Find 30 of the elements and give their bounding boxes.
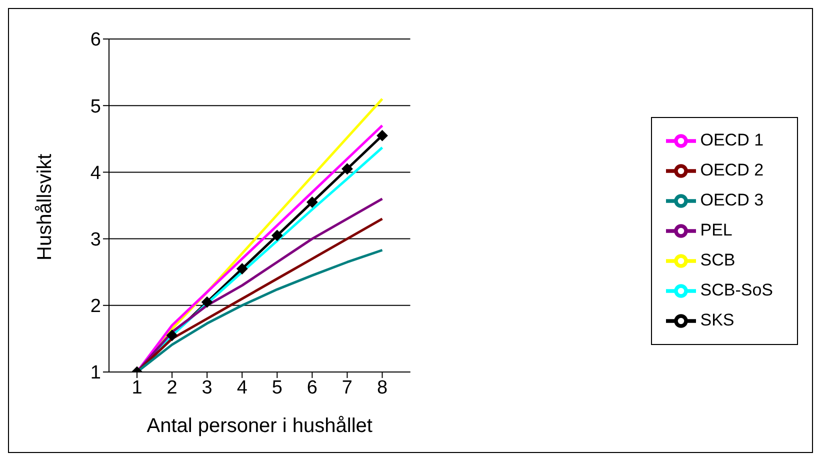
y-tick-label: 2 bbox=[90, 296, 101, 318]
y-tick-label: 1 bbox=[90, 362, 101, 384]
point bbox=[202, 296, 213, 308]
y-tick-label: 5 bbox=[90, 96, 101, 118]
x-axis-title: Antal personer i hushållet bbox=[146, 415, 373, 437]
point bbox=[166, 330, 178, 341]
legend-label: OECD 1 bbox=[700, 130, 764, 149]
x-tick-label: 1 bbox=[132, 377, 142, 398]
x-tick-label: 2 bbox=[166, 377, 178, 398]
x-tick-label: 3 bbox=[202, 377, 212, 398]
x-tick-label: 4 bbox=[236, 377, 248, 398]
y-tick-label: 4 bbox=[90, 162, 102, 184]
point bbox=[272, 230, 283, 241]
legend-label: SCB-SoS bbox=[700, 280, 773, 299]
legend-label: SCB bbox=[700, 250, 736, 269]
legend-label: SKS bbox=[700, 310, 734, 329]
y-axis-title: Hushållsvikt bbox=[34, 153, 56, 260]
y-tick-label: 3 bbox=[90, 230, 101, 251]
legend-label: OECD 3 bbox=[700, 190, 764, 209]
y-tick-label: 6 bbox=[90, 30, 101, 51]
legend-label: PEL bbox=[700, 220, 732, 239]
x-tick-label: 8 bbox=[376, 377, 388, 398]
point bbox=[342, 163, 353, 174]
point bbox=[376, 130, 388, 142]
x-tick-label: 5 bbox=[272, 377, 282, 398]
point bbox=[306, 196, 318, 208]
x-tick-label: 7 bbox=[342, 377, 353, 398]
point bbox=[236, 263, 248, 274]
legend-label: OECD 2 bbox=[700, 160, 764, 179]
x-tick-label: 6 bbox=[306, 377, 318, 398]
